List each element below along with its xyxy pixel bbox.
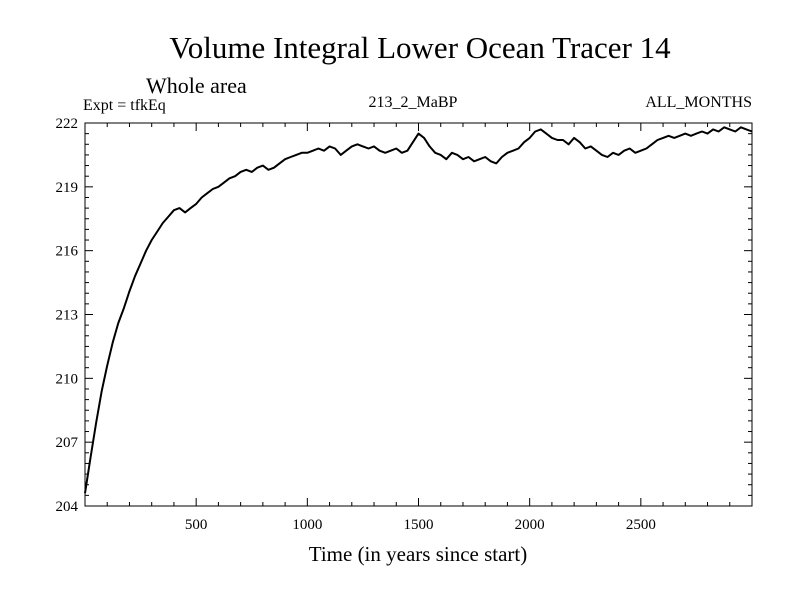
period-label: 213_2_MaBP — [369, 94, 458, 111]
x-tick-label: 2500 — [626, 517, 656, 533]
x-tick-label: 500 — [185, 517, 208, 533]
experiment-label: Expt = tfkEq — [83, 97, 166, 114]
months-label: ALL_MONTHS — [645, 94, 752, 111]
plot-frame — [84, 122, 753, 507]
y-tick-label: 204 — [56, 499, 79, 515]
y-tick-label: 216 — [56, 244, 79, 260]
x-axis: 500 1000 1500 2000 2500 — [106, 123, 731, 533]
chart-title: Volume Integral Lower Ocean Tracer 14 — [169, 30, 671, 65]
series-line — [84, 126, 753, 494]
series-layer — [84, 126, 753, 494]
y-tick-label: 207 — [56, 435, 79, 451]
chart-subtitle: Whole area — [146, 73, 247, 98]
y-tick-label: 213 — [56, 308, 79, 324]
x-tick-label: 1500 — [404, 517, 434, 533]
y-tick-label: 210 — [56, 371, 79, 387]
x-tick-label: 2000 — [515, 517, 545, 533]
y-tick-label: 222 — [56, 116, 79, 132]
y-axis: 204 207 210 213 216 219 222 — [56, 116, 752, 515]
x-axis-label: Time (in years since start) — [309, 542, 528, 566]
x-tick-label: 1000 — [292, 517, 322, 533]
y-tick-label: 219 — [56, 180, 79, 196]
